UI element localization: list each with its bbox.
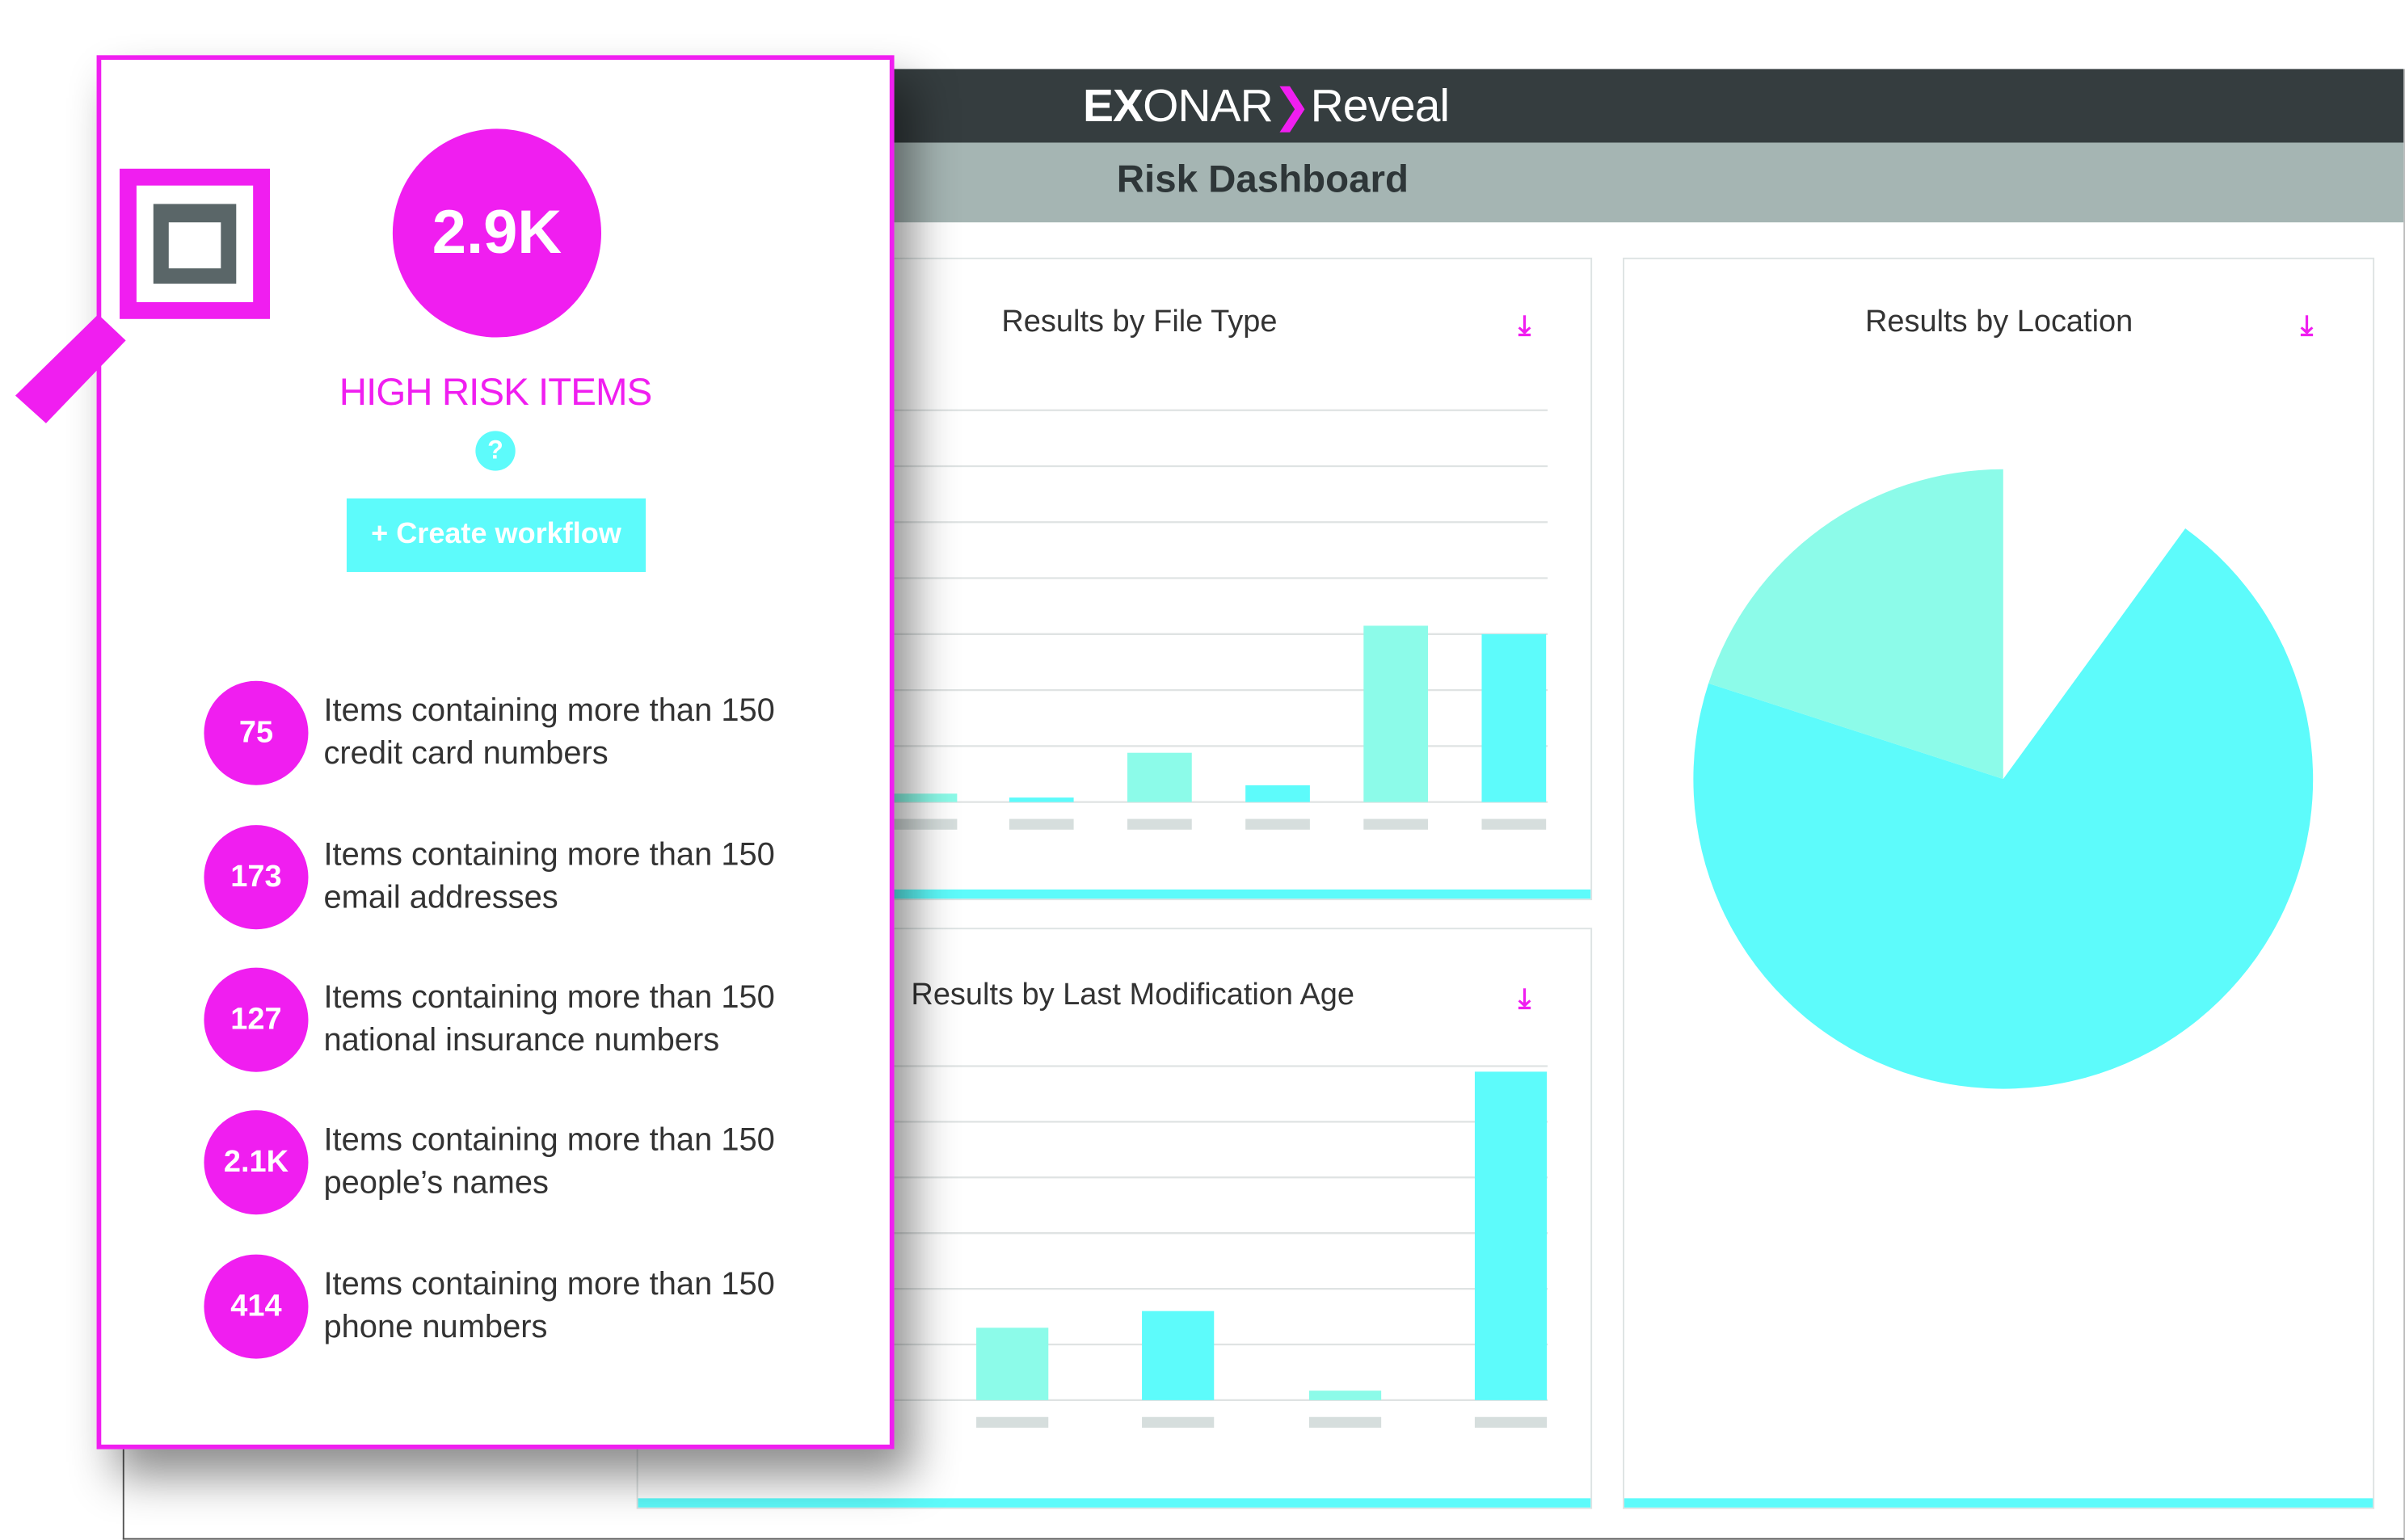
risk-description: Items containing more than 150 credit car… xyxy=(323,692,775,772)
card-accent-bar xyxy=(638,1498,1591,1508)
chevron-right-icon: ❯ xyxy=(1272,81,1312,133)
modification-age-title: Results by Last Modification Age xyxy=(911,978,1355,1012)
risk-item[interactable]: 2.1K Items containing more than 150 peopl… xyxy=(204,1110,844,1215)
risk-count-badge: 173 xyxy=(204,825,309,930)
bar xyxy=(1142,1311,1215,1400)
magnifier-icon xyxy=(15,168,271,423)
x-tick-label xyxy=(1363,818,1429,830)
modification-age-bar-chart xyxy=(636,1065,1548,1428)
create-workflow-button[interactable]: + Create workflow xyxy=(346,498,647,572)
x-tick-label xyxy=(1009,818,1074,830)
page-title: Risk Dashboard xyxy=(1116,158,1409,201)
help-icon[interactable]: ? xyxy=(475,431,516,471)
high-risk-label: HIGH RISK ITEMS xyxy=(339,371,652,414)
x-tick-label xyxy=(1474,1416,1548,1428)
exonar-reveal-logo: EXONAR❯Reveal xyxy=(1082,81,1450,133)
x-tick-label xyxy=(1127,818,1192,830)
risk-description: Items containing more than 150 phone numb… xyxy=(323,1266,775,1345)
pie-slice xyxy=(2003,469,2186,780)
x-tick-label xyxy=(976,1416,1049,1428)
card-accent-bar xyxy=(638,889,1591,899)
risk-item[interactable]: 75 Items containing more than 150 credit … xyxy=(204,680,844,785)
high-risk-total: 2.9K xyxy=(392,128,602,338)
risk-count-badge: 127 xyxy=(204,967,309,1072)
pie-slice xyxy=(1693,528,2314,1089)
bar xyxy=(1127,752,1192,802)
risk-description: Items containing more than 150 national i… xyxy=(323,979,775,1058)
location-pie-chart xyxy=(1693,469,2314,1089)
card-accent-bar xyxy=(1624,1498,2373,1508)
x-tick-label xyxy=(892,818,958,830)
bar xyxy=(976,1328,1049,1400)
download-icon[interactable]: ⤓ xyxy=(1518,309,1531,341)
download-icon[interactable]: ⤓ xyxy=(1518,982,1531,1014)
download-icon[interactable]: ⤓ xyxy=(2301,309,2314,341)
risk-item[interactable]: 127 Items containing more than 150 nation… xyxy=(204,967,844,1072)
bar xyxy=(1363,625,1429,802)
risk-count-badge: 2.1K xyxy=(204,1110,309,1215)
risk-description: Items containing more than 150 email addr… xyxy=(323,837,775,916)
x-tick-label xyxy=(1308,1416,1382,1428)
risk-item[interactable]: 173 Items containing more than 150 email … xyxy=(204,825,844,930)
bar xyxy=(1308,1391,1382,1400)
file-type-title: Results by File Type xyxy=(1001,305,1278,339)
location-title: Results by Location xyxy=(1864,305,2133,339)
bar xyxy=(892,793,958,802)
risk-description: Items containing more than 150 people’s n… xyxy=(323,1122,775,1201)
bar xyxy=(1481,633,1547,802)
bar xyxy=(1009,797,1074,802)
x-tick-label xyxy=(1142,1416,1215,1428)
x-tick-label xyxy=(1481,818,1547,830)
pie-slice xyxy=(1708,469,2003,780)
bar xyxy=(1245,785,1310,802)
risk-count-badge: 75 xyxy=(204,680,309,785)
risk-item[interactable]: 414 Items containing more than 150 phone … xyxy=(204,1254,844,1359)
x-tick-label xyxy=(1245,818,1310,830)
risk-count-badge: 414 xyxy=(204,1254,309,1359)
bar xyxy=(1474,1071,1548,1400)
